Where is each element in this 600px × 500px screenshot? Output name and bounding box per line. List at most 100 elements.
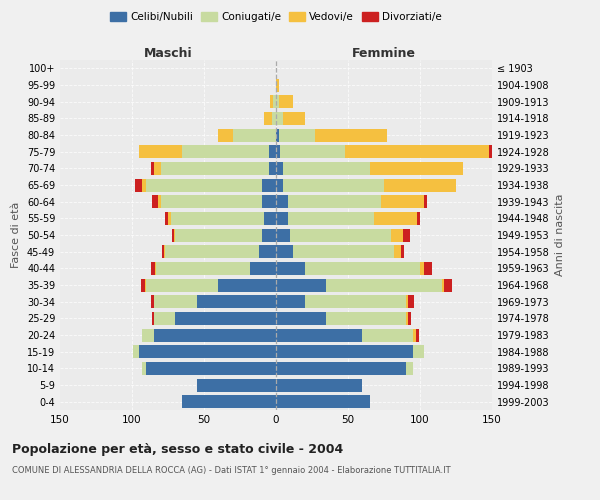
Bar [168, 212, 171, 225]
Bar [273, 95, 276, 108]
Bar [175, 228, 262, 241]
Bar [401, 245, 404, 258]
Bar [269, 162, 276, 175]
Text: Femmine: Femmine [352, 47, 416, 60]
Bar [276, 228, 290, 241]
Bar [424, 195, 427, 208]
Bar [276, 295, 305, 308]
Bar [283, 112, 305, 125]
Bar [145, 278, 146, 291]
Bar [276, 112, 283, 125]
Y-axis label: Anni di nascita: Anni di nascita [555, 194, 565, 276]
Bar [157, 262, 250, 275]
Bar [276, 162, 283, 175]
Bar [265, 212, 276, 225]
Y-axis label: Fasce di età: Fasce di età [11, 202, 21, 268]
Bar [146, 362, 276, 375]
Bar [276, 78, 279, 92]
Bar [283, 162, 370, 175]
Bar [413, 328, 416, 342]
Bar [172, 228, 174, 241]
Bar [161, 195, 262, 208]
Bar [140, 278, 145, 291]
Bar [154, 162, 161, 175]
Bar [406, 362, 413, 375]
Bar [139, 145, 182, 158]
Bar [197, 295, 276, 308]
Bar [424, 262, 431, 275]
Bar [362, 328, 413, 342]
Bar [276, 212, 287, 225]
Bar [276, 395, 370, 408]
Bar [326, 278, 442, 291]
Bar [276, 328, 362, 342]
Bar [162, 245, 164, 258]
Bar [276, 312, 326, 325]
Bar [165, 212, 168, 225]
Bar [272, 112, 276, 125]
Bar [142, 178, 146, 192]
Bar [276, 95, 279, 108]
Bar [161, 162, 269, 175]
Bar [151, 162, 154, 175]
Bar [305, 262, 420, 275]
Bar [280, 145, 345, 158]
Bar [269, 145, 276, 158]
Bar [305, 295, 406, 308]
Bar [276, 278, 326, 291]
Bar [420, 262, 424, 275]
Bar [287, 195, 381, 208]
Bar [174, 228, 175, 241]
Bar [135, 178, 142, 192]
Bar [315, 128, 387, 141]
Bar [279, 95, 293, 108]
Bar [182, 145, 269, 158]
Bar [152, 312, 154, 325]
Bar [171, 212, 265, 225]
Bar [276, 145, 280, 158]
Bar [276, 345, 413, 358]
Bar [151, 262, 155, 275]
Bar [276, 245, 293, 258]
Bar [154, 328, 276, 342]
Bar [384, 178, 456, 192]
Bar [151, 295, 154, 308]
Bar [154, 295, 197, 308]
Bar [381, 195, 424, 208]
Bar [259, 245, 276, 258]
Bar [326, 312, 406, 325]
Bar [276, 362, 406, 375]
Bar [276, 178, 283, 192]
Bar [182, 395, 276, 408]
Bar [233, 128, 276, 141]
Bar [270, 95, 273, 108]
Bar [262, 195, 276, 208]
Bar [152, 195, 158, 208]
Bar [293, 245, 394, 258]
Bar [445, 278, 452, 291]
Bar [370, 162, 463, 175]
Bar [394, 245, 401, 258]
Bar [287, 212, 374, 225]
Bar [416, 328, 419, 342]
Text: Popolazione per età, sesso e stato civile - 2004: Popolazione per età, sesso e stato civil… [12, 442, 343, 456]
Bar [250, 262, 276, 275]
Bar [139, 345, 276, 358]
Bar [142, 328, 154, 342]
Bar [197, 378, 276, 392]
Bar [279, 128, 315, 141]
Bar [345, 145, 489, 158]
Bar [290, 228, 391, 241]
Bar [406, 312, 409, 325]
Bar [146, 178, 262, 192]
Bar [489, 145, 493, 158]
Bar [391, 228, 403, 241]
Bar [409, 312, 412, 325]
Bar [142, 362, 146, 375]
Bar [406, 295, 409, 308]
Bar [276, 262, 305, 275]
Bar [175, 312, 276, 325]
Bar [154, 312, 175, 325]
Text: Maschi: Maschi [143, 47, 193, 60]
Bar [262, 228, 276, 241]
